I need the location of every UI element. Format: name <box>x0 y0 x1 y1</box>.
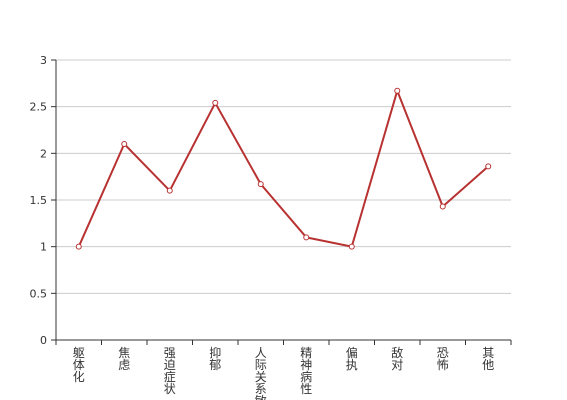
series <box>75 87 492 250</box>
y-tick-label: 3 <box>40 54 47 67</box>
data-point[interactable] <box>394 87 401 94</box>
data-point[interactable] <box>348 243 355 250</box>
axes <box>51 59 512 345</box>
y-tick-label: 0 <box>40 334 47 347</box>
y-tick-label: 0.5 <box>30 287 48 300</box>
data-point[interactable] <box>166 187 173 194</box>
x-tick-label: 敌对 <box>391 345 403 372</box>
x-tick-label: 抑郁 <box>209 345 221 372</box>
data-point[interactable] <box>257 181 264 188</box>
x-tick-label: 偏执 <box>346 345 358 372</box>
data-point[interactable] <box>212 99 219 106</box>
x-tick-label: 精神病性 <box>300 346 312 396</box>
x-tick-labels: 躯体化 焦虑 强迫症状 抑郁 人际关系敏感 精神病性 偏执 敌对 恐怖 其他 <box>73 345 495 400</box>
x-tick-label: 躯体化 <box>73 345 85 384</box>
data-point[interactable] <box>75 243 82 250</box>
x-tick-label: 其他 <box>482 346 494 372</box>
y-tick-label: 2 <box>40 147 47 160</box>
y-tick-label: 2.5 <box>30 101 48 114</box>
y-tick-label: 1.5 <box>30 194 48 207</box>
x-tick-label: 焦虑 <box>118 346 130 372</box>
x-tick-label: 恐怖 <box>437 346 449 372</box>
data-point[interactable] <box>121 141 128 147</box>
x-tick-label: 人际关系敏感 <box>255 346 267 400</box>
data-point[interactable] <box>303 234 310 241</box>
series-line <box>77 89 489 248</box>
data-point[interactable] <box>439 203 446 210</box>
data-point[interactable] <box>485 163 492 170</box>
grid-lines <box>56 59 511 294</box>
x-tick-label: 强迫症状 <box>164 346 176 396</box>
y-tick-label: 1 <box>40 241 47 254</box>
y-tick-labels: 0 0.5 1 1.5 2 2.5 3 <box>30 54 48 347</box>
